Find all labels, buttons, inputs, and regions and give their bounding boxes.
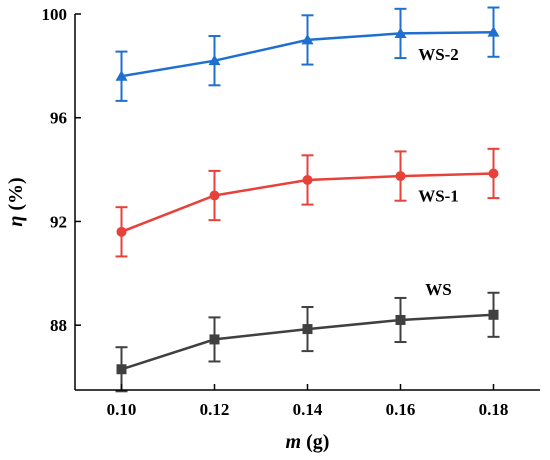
series-ws-2 <box>115 6 500 102</box>
data-point <box>487 26 500 37</box>
x-tick-label: 0.18 <box>479 400 509 419</box>
x-axis-title: m (g) <box>286 431 330 453</box>
x-tick-label: 0.12 <box>200 400 230 419</box>
y-axis-title: η (%) <box>5 177 27 226</box>
series-label-ws: WS <box>425 280 451 299</box>
data-point <box>488 168 499 179</box>
series-layer <box>115 6 500 393</box>
y-axis-unit: (%) <box>5 177 27 215</box>
y-tick-label: 96 <box>50 109 67 128</box>
data-point <box>395 314 406 325</box>
data-point <box>209 334 220 345</box>
data-point <box>209 190 220 201</box>
data-point <box>302 174 313 185</box>
x-axis-symbol: m <box>286 431 302 453</box>
x-axis-unit: (g) <box>301 431 329 453</box>
data-point <box>116 364 127 375</box>
y-tick-label: 92 <box>50 212 67 231</box>
x-tick-label: 0.16 <box>386 400 416 419</box>
y-tick-label: 100 <box>42 5 68 24</box>
data-point <box>394 27 407 38</box>
x-tick-label: 0.10 <box>107 400 137 419</box>
series-label-ws-1: WS-1 <box>418 186 459 205</box>
x-tick-label: 0.14 <box>293 400 323 419</box>
data-point <box>302 324 313 335</box>
series-ws <box>115 291 500 393</box>
data-point <box>488 309 499 320</box>
y-axis-symbol: η <box>5 216 27 227</box>
labels-layer: WS WS-1 WS-2 <box>418 45 459 299</box>
data-point <box>208 54 221 66</box>
data-point <box>301 33 314 45</box>
series-label-ws-2: WS-2 <box>418 45 459 64</box>
data-point <box>395 171 406 182</box>
data-point <box>116 226 127 237</box>
y-tick-label: 88 <box>50 316 67 335</box>
axes-layer: 88 92 96 100 0.10 0.12 0.14 0.16 0.18 <box>42 5 540 419</box>
series-ws-1 <box>115 147 500 258</box>
data-point <box>115 70 128 81</box>
